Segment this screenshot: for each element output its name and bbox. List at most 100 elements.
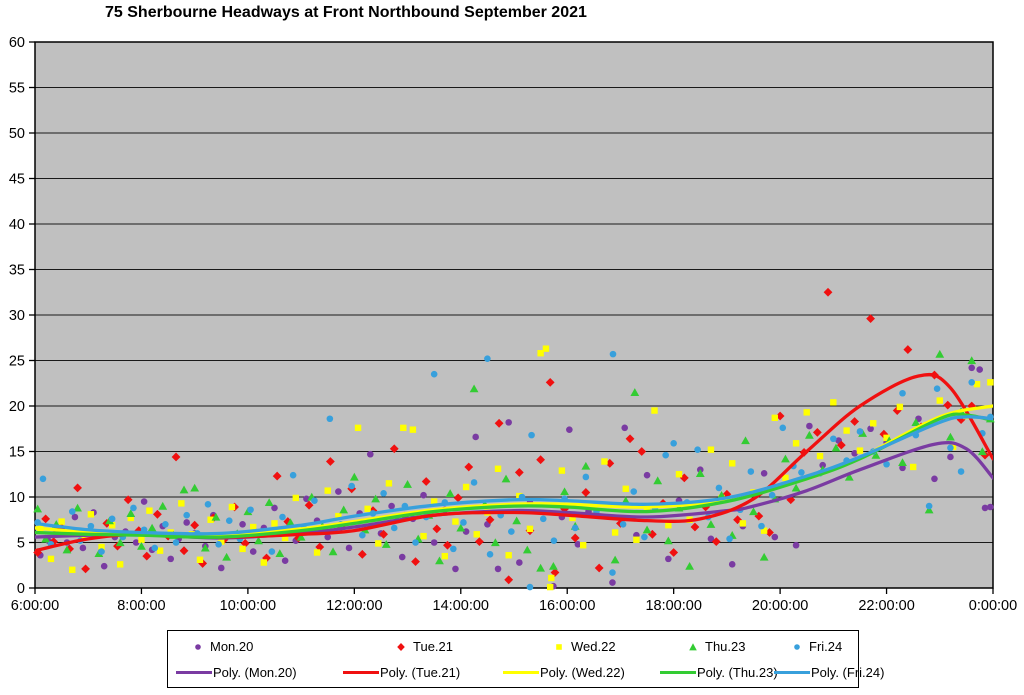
data-point-tue21 [357, 549, 367, 559]
data-point-wed22 [526, 525, 534, 533]
data-point-fri24 [98, 548, 105, 555]
data-point-wed22 [830, 399, 837, 406]
data-point-mon20 [167, 555, 175, 563]
plot-svg[interactable]: 0 5 10 15 20 25 30 35 40 45 50 55 60 6:00:00 8:00:00 10… [0, 0, 1024, 628]
legend-item-thu23[interactable]: Thu.23 [686, 639, 745, 654]
data-point-fri24 [582, 473, 590, 481]
legend: Mon.20 Poly. (Mon.20) Tue.21 Poly. (Tue.21)… [167, 630, 884, 688]
data-point-fri24 [539, 515, 547, 523]
data-point-mon20 [79, 544, 87, 552]
data-point-fri24 [768, 491, 776, 499]
data-point-thu23 [749, 507, 758, 516]
data-point-wed22 [138, 536, 145, 543]
data-point-thu23 [831, 443, 841, 452]
data-point-mon20 [867, 425, 874, 433]
data-point-wed22 [816, 452, 824, 460]
data-point-thu23 [126, 509, 136, 517]
data-point-mon20 [760, 470, 768, 477]
data-point-tue21 [325, 457, 335, 466]
legend-item-poly-tue21[interactable]: Poly. (Tue.21) [343, 665, 460, 680]
data-point-wed22 [870, 420, 877, 427]
data-point-fri24 [484, 355, 491, 362]
trend-line-fri24 [35, 415, 993, 536]
data-point-mon20 [899, 464, 906, 472]
data-point-tue21 [475, 537, 484, 546]
data-point-thu23 [403, 480, 412, 488]
data-point-fri24 [758, 522, 765, 530]
data-point-fri24 [172, 539, 180, 546]
data-point-wed22 [156, 547, 164, 554]
legend-item-tue21[interactable]: Tue.21 [394, 639, 453, 654]
data-point-tue21 [504, 575, 514, 585]
data-point-wed22 [58, 518, 65, 525]
x-tick-label: 16:00:00 [539, 598, 595, 614]
data-point-tue21 [81, 564, 90, 574]
legend-label: Thu.23 [705, 639, 746, 654]
data-point-fri24 [450, 545, 457, 553]
data-point-wed22 [707, 446, 715, 453]
data-point-fri24 [619, 521, 627, 528]
y-tick-label: 20 [9, 399, 25, 415]
legend-item-fri24[interactable]: Fri.24 [790, 639, 842, 654]
data-point-wed22 [883, 434, 890, 442]
data-point-mon20 [249, 548, 257, 555]
data-point-wed22 [98, 543, 105, 551]
data-point-mon20 [472, 433, 479, 441]
data-point-thu23 [781, 454, 790, 463]
data-point-fri24 [460, 519, 467, 526]
y-tick-label: 15 [9, 445, 25, 461]
data-point-thu23 [328, 547, 338, 556]
data-point-wed22 [987, 379, 994, 386]
data-point-wed22 [146, 507, 153, 514]
data-point-mon20 [388, 502, 395, 510]
y-tick-label: 10 [9, 490, 25, 506]
data-point-fri24 [39, 475, 47, 483]
data-point-thu23 [264, 498, 274, 507]
legend-item-mon20[interactable]: Mon.20 [191, 639, 253, 654]
data-point-thu23 [73, 503, 82, 512]
y-tick-label: 35 [9, 263, 25, 279]
data-point-wed22 [420, 532, 427, 540]
data-point-thu23 [275, 549, 285, 558]
data-point-fri24 [68, 508, 76, 515]
data-point-fri24 [528, 431, 535, 439]
data-point-tue21 [272, 471, 282, 481]
data-point-fri24 [662, 451, 669, 459]
data-point-wed22 [909, 463, 917, 471]
data-point-mon20 [452, 565, 459, 573]
data-point-tue21 [315, 542, 325, 552]
data-point-thu23 [445, 489, 455, 497]
data-point-wed22 [843, 427, 850, 434]
data-point-tue21 [836, 440, 846, 450]
legend-item-poly-wed22[interactable]: Poly. (Wed.22) [503, 665, 625, 680]
data-point-fri24 [571, 524, 579, 532]
data-point-fri24 [108, 515, 116, 523]
data-point-fri24 [151, 544, 159, 552]
data-point-wed22 [354, 424, 362, 432]
data-point-mon20 [976, 366, 983, 373]
data-point-thu23 [630, 388, 640, 396]
data-point-wed22 [579, 542, 587, 549]
data-point-mon20 [140, 498, 148, 505]
data-point-thu23 [62, 545, 72, 554]
data-point-mon20 [566, 426, 573, 433]
legend-item-poly-fri24[interactable]: Poly. (Fri.24) [774, 665, 884, 680]
data-point-tue21 [823, 287, 833, 297]
data-point-tue21 [432, 524, 442, 534]
legend-item-poly-thu23[interactable]: Poly. (Thu.23) [660, 665, 778, 680]
data-point-fri24 [279, 513, 286, 521]
data-point-fri24 [856, 428, 864, 435]
legend-label: Tue.21 [413, 639, 453, 654]
data-point-thu23 [924, 505, 934, 514]
data-point-fri24 [968, 379, 976, 386]
data-point-thu23 [536, 563, 546, 572]
data-point-thu23 [967, 356, 977, 365]
data-point-wed22 [973, 380, 981, 388]
legend-item-poly-mon20[interactable]: Poly. (Mon.20) [176, 665, 297, 680]
data-point-wed22 [665, 522, 672, 529]
x-tick-label: 20:00:00 [752, 598, 808, 614]
data-point-tue21 [594, 563, 604, 573]
data-point-tue21 [411, 557, 420, 567]
legend-item-wed22[interactable]: Wed.22 [552, 639, 616, 654]
data-point-thu23 [512, 516, 522, 525]
